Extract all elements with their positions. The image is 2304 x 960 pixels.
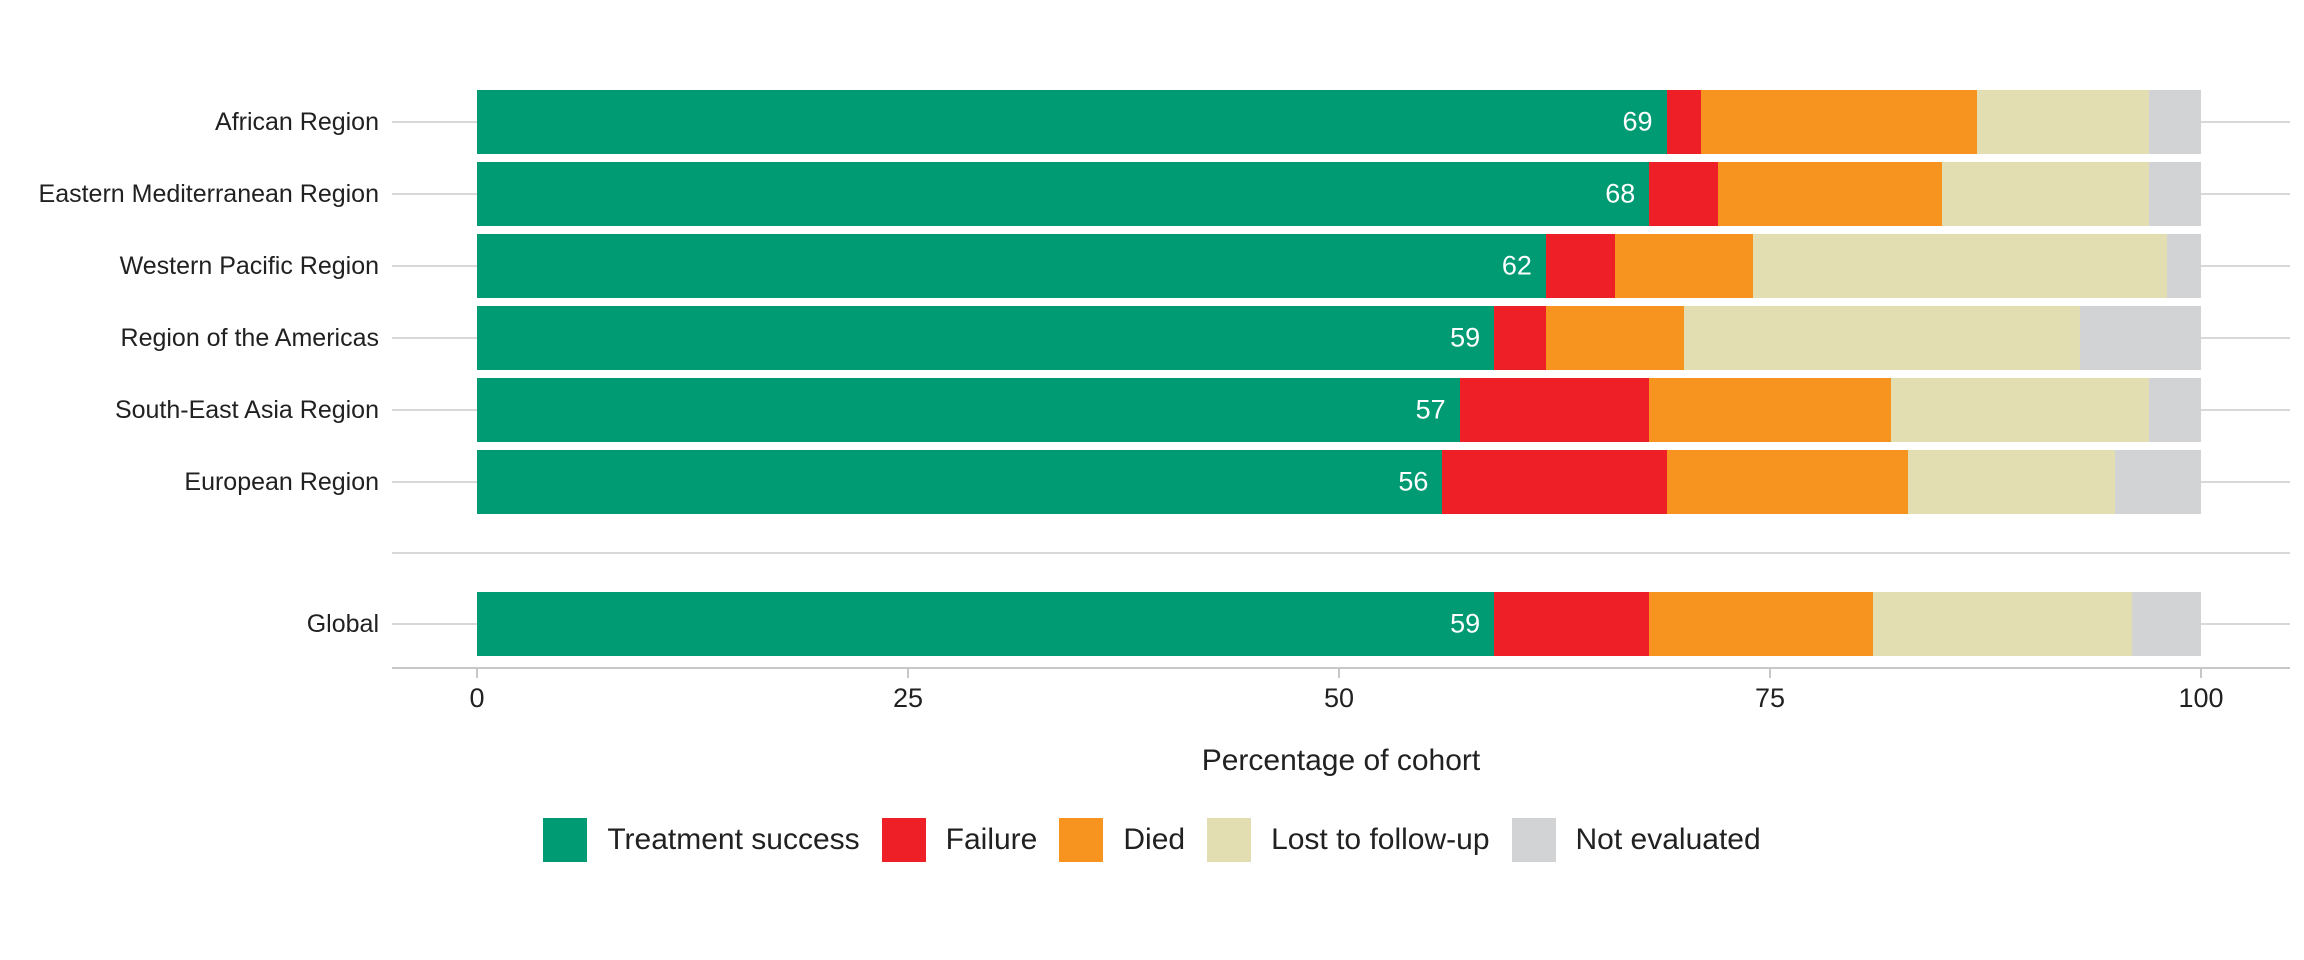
bar-segment-not-evaluated [2149,162,2201,226]
bar-segment-treatment-success [477,90,1667,154]
category-label-south-east-asia-region: South-East Asia Region [114,396,379,424]
bar-segment-treatment-success [477,234,1546,298]
bar-segment-failure [1545,234,1615,298]
x-axis-tick-label: 75 [1754,683,1786,713]
gridline [392,552,2290,554]
legend-swatch-died [1059,818,1104,862]
bar-segment-treatment-success [477,450,1443,514]
bar-segment-died [1718,162,1943,226]
legend: Treatment success Failure Died Lost to foll… [0,818,2304,862]
legend-label: Failure [945,823,1038,856]
bar-segment-not-evaluated [2080,306,2201,370]
bar-segment-failure [1442,450,1667,514]
legend-swatch-lost-to-follow-up [1207,818,1252,862]
category-label-african-region: African Region [215,108,379,136]
bar-value-label: 59 [1450,322,1481,353]
bar-value-label: 69 [1622,106,1653,137]
bar-segment-treatment-success [477,592,1495,656]
legend-label: Treatment success [607,823,860,856]
bar-segment-treatment-success [477,162,1650,226]
bar-row-region-of-the-americas: 59 [477,306,2201,370]
bar-segment-died [1545,306,1684,370]
bar-segment-failure [1494,592,1650,656]
bar-segment-lost-to-follow-up [1683,306,2081,370]
x-axis-tick-label: 25 [892,683,924,713]
x-axis-tick-label: 100 [2178,683,2224,713]
bar-segment-died [1614,234,1753,298]
legend-label: Not evaluated [1575,823,1761,856]
bar-segment-treatment-success [477,306,1495,370]
bar-segment-died [1649,592,1874,656]
category-label-eastern-mediterranean-region: Eastern Mediterranean Region [38,180,379,208]
bar-segment-lost-to-follow-up [1976,90,2150,154]
bar-segment-lost-to-follow-up [1752,234,2167,298]
bar-segment-lost-to-follow-up [1942,162,2150,226]
legend-swatch-failure [881,818,926,862]
legend-item-failure: Failure [881,818,1038,862]
bar-value-label: 62 [1501,250,1532,281]
bar-value-label: 56 [1398,466,1429,497]
bar-segment-lost-to-follow-up [1873,592,2133,656]
legend-item-died: Died [1059,818,1185,862]
bar-value-label: 57 [1415,394,1446,425]
bar-segment-not-evaluated [2166,234,2201,298]
category-label-western-pacific-region: Western Pacific Region [119,252,379,280]
bar-row-african-region: 69 [477,90,2201,154]
bar-segment-treatment-success [477,378,1460,442]
bar-segment-failure [1494,306,1546,370]
bar-row-western-pacific-region: 62 [477,234,2201,298]
bar-segment-died [1701,90,1977,154]
bar-value-label: 68 [1605,178,1636,209]
category-label-global: Global [306,610,379,638]
bar-value-label: 59 [1450,608,1481,639]
legend-label: Died [1123,823,1186,856]
x-axis-tick [1338,669,1340,678]
x-axis-tick [1769,669,1771,678]
x-axis-title: Percentage of cohort [1201,744,1481,777]
bar-segment-not-evaluated [2114,450,2201,514]
bar-segment-lost-to-follow-up [1907,450,2115,514]
category-label-region-of-the-americas: Region of the Americas [120,324,379,352]
x-axis-tick [907,669,909,678]
bar-segment-died [1649,378,1891,442]
x-axis-tick-label: 50 [1323,683,1355,713]
bar-segment-failure [1666,90,1702,154]
bar-segment-lost-to-follow-up [1890,378,2150,442]
bar-segment-not-evaluated [2149,90,2201,154]
x-axis-tick-label: 0 [469,683,485,713]
category-label-european-region: European Region [184,468,379,496]
bar-segment-not-evaluated [2132,592,2201,656]
bar-row-south-east-asia-region: 57 [477,378,2201,442]
bar-segment-not-evaluated [2149,378,2201,442]
x-axis-tick [476,669,478,678]
bar-row-global: 59 [477,592,2201,656]
bar-row-european-region: 56 [477,450,2201,514]
legend-item-not-evaluated: Not evaluated [1511,818,1761,862]
legend-swatch-treatment-success [543,818,588,862]
bar-segment-failure [1459,378,1650,442]
legend-swatch-not-evaluated [1511,818,1556,862]
bar-segment-failure [1649,162,1719,226]
x-axis-line [392,667,2290,669]
bar-segment-died [1666,450,1908,514]
legend-label: Lost to follow-up [1271,823,1490,856]
legend-item-treatment-success: Treatment success [543,818,860,862]
legend-item-lost-to-follow-up: Lost to follow-up [1207,818,1490,862]
x-axis-tick [2200,669,2202,678]
bar-row-eastern-mediterranean-region: 68 [477,162,2201,226]
